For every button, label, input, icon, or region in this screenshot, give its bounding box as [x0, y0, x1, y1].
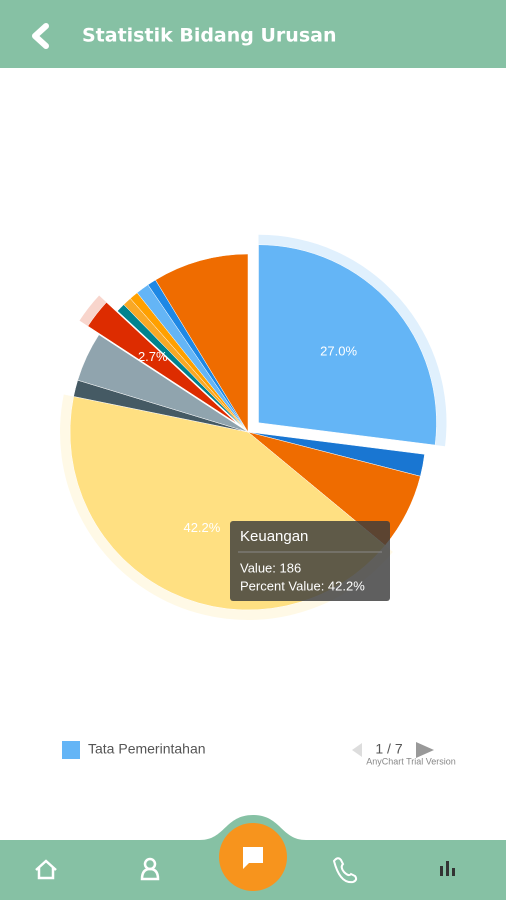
pie-slice: [155, 253, 249, 433]
legend: Tata Pemerintahan: [62, 741, 206, 759]
legend-pager: 1 / 7: [375, 741, 402, 757]
tooltip-title: Keuangan: [240, 528, 308, 545]
header-title: Statistik Bidang Urusan: [82, 25, 336, 47]
tooltip-box: [230, 521, 390, 601]
legend-label: Tata Pemerintahan: [88, 741, 206, 757]
legend-prev[interactable]: [352, 743, 362, 757]
legend-swatch: [62, 741, 80, 759]
legend-next[interactable]: [416, 742, 434, 758]
back-button[interactable]: [32, 23, 49, 49]
nav-stats[interactable]: [440, 861, 455, 876]
header-bar: [0, 0, 506, 68]
pie-slice: [87, 301, 238, 424]
pie-slice: [77, 334, 249, 433]
pie-slice: [258, 244, 437, 446]
tooltip: Keuangan Value: 186 Percent Value: 42.2%: [230, 521, 390, 601]
nav-home[interactable]: [35, 859, 57, 880]
chat-icon: [243, 847, 263, 869]
tooltip-percent: Percent Value: 42.2%: [240, 578, 365, 593]
nav-profile[interactable]: [140, 857, 160, 881]
tooltip-value: Value: 186: [240, 560, 301, 575]
nav-phone[interactable]: [332, 857, 358, 884]
credit: AnyChart Trial Version: [366, 756, 456, 766]
slice-label: 27.0%: [320, 344, 357, 359]
slice-label: 42.2%: [183, 520, 220, 535]
slice-label: 2.7%: [138, 349, 168, 364]
